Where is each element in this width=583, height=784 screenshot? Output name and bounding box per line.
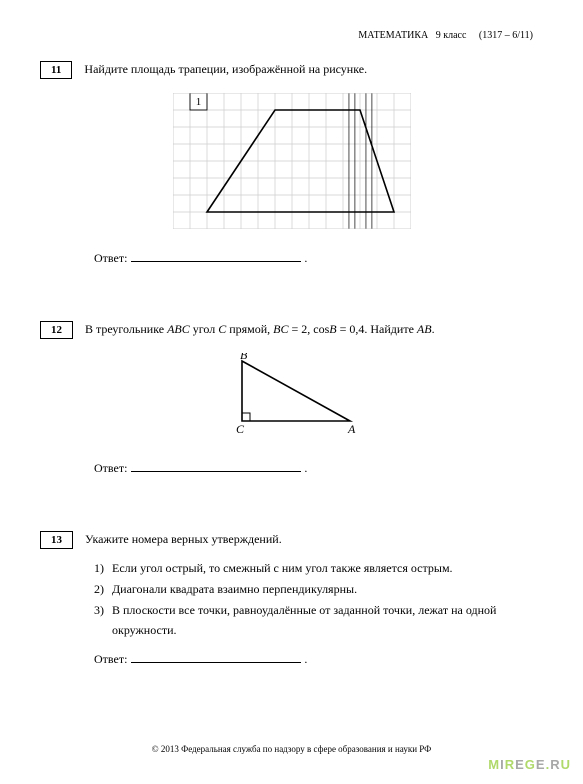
problem-text-11: Найдите площадь трапеции, изображённой н… (84, 61, 543, 78)
problem-text-12: В треугольнике ABC угол C прямой, BC = 2… (85, 321, 543, 338)
svg-text:1: 1 (195, 96, 201, 108)
page-header: МАТЕМАТИКА 9 класс (1317 – 6/11) (40, 30, 543, 41)
answer-row-13: Ответ: . (94, 652, 543, 667)
answer-line-11 (131, 261, 301, 262)
svg-text:B: B (240, 353, 248, 362)
answer-row-12: Ответ: . (94, 461, 543, 476)
problem-11: 11 Найдите площадь трапеции, изображённо… (40, 61, 543, 266)
svg-text:A: A (347, 422, 356, 436)
svg-text:C: C (236, 422, 245, 436)
statements-list: 1)Если угол острый, то смежный с ним уго… (94, 559, 543, 640)
figure-11-container: 1 (40, 93, 543, 229)
watermark: MIREGE.RU (488, 757, 571, 772)
answer-line-12 (131, 471, 301, 472)
problem-12: 12 В треугольнике ABC угол C прямой, BC … (40, 321, 543, 476)
answer-row-11: Ответ: . (94, 251, 543, 266)
figure-12-container: B C A (40, 353, 543, 439)
header-code: (1317 – 6/11) (479, 30, 533, 41)
answer-line-13 (131, 662, 301, 663)
problem-number-12: 12 (40, 321, 73, 339)
header-grade: 9 класс (436, 30, 467, 41)
page-footer: © 2013 Федеральная служба по надзору в с… (0, 744, 583, 754)
problem-text-13: Укажите номера верных утверждений. (85, 531, 543, 548)
statement-item: 1)Если угол острый, то смежный с ним уго… (94, 559, 543, 578)
answer-label-13: Ответ: (94, 652, 127, 666)
answer-label-12: Ответ: (94, 461, 127, 475)
triangle-figure: B C A (222, 353, 362, 439)
answer-label-11: Ответ: (94, 251, 127, 265)
problem-13: 13 Укажите номера верных утверждений. 1)… (40, 531, 543, 667)
problem-number-11: 11 (40, 61, 72, 79)
statement-item: 3)В плоскости все точки, равноудалённые … (94, 601, 543, 639)
header-subject: МАТЕМАТИКА (358, 30, 428, 41)
trapezoid-figure: 1 (173, 93, 411, 229)
problem-number-13: 13 (40, 531, 73, 549)
statement-item: 2)Диагонали квадрата взаимно перпендикул… (94, 580, 543, 599)
